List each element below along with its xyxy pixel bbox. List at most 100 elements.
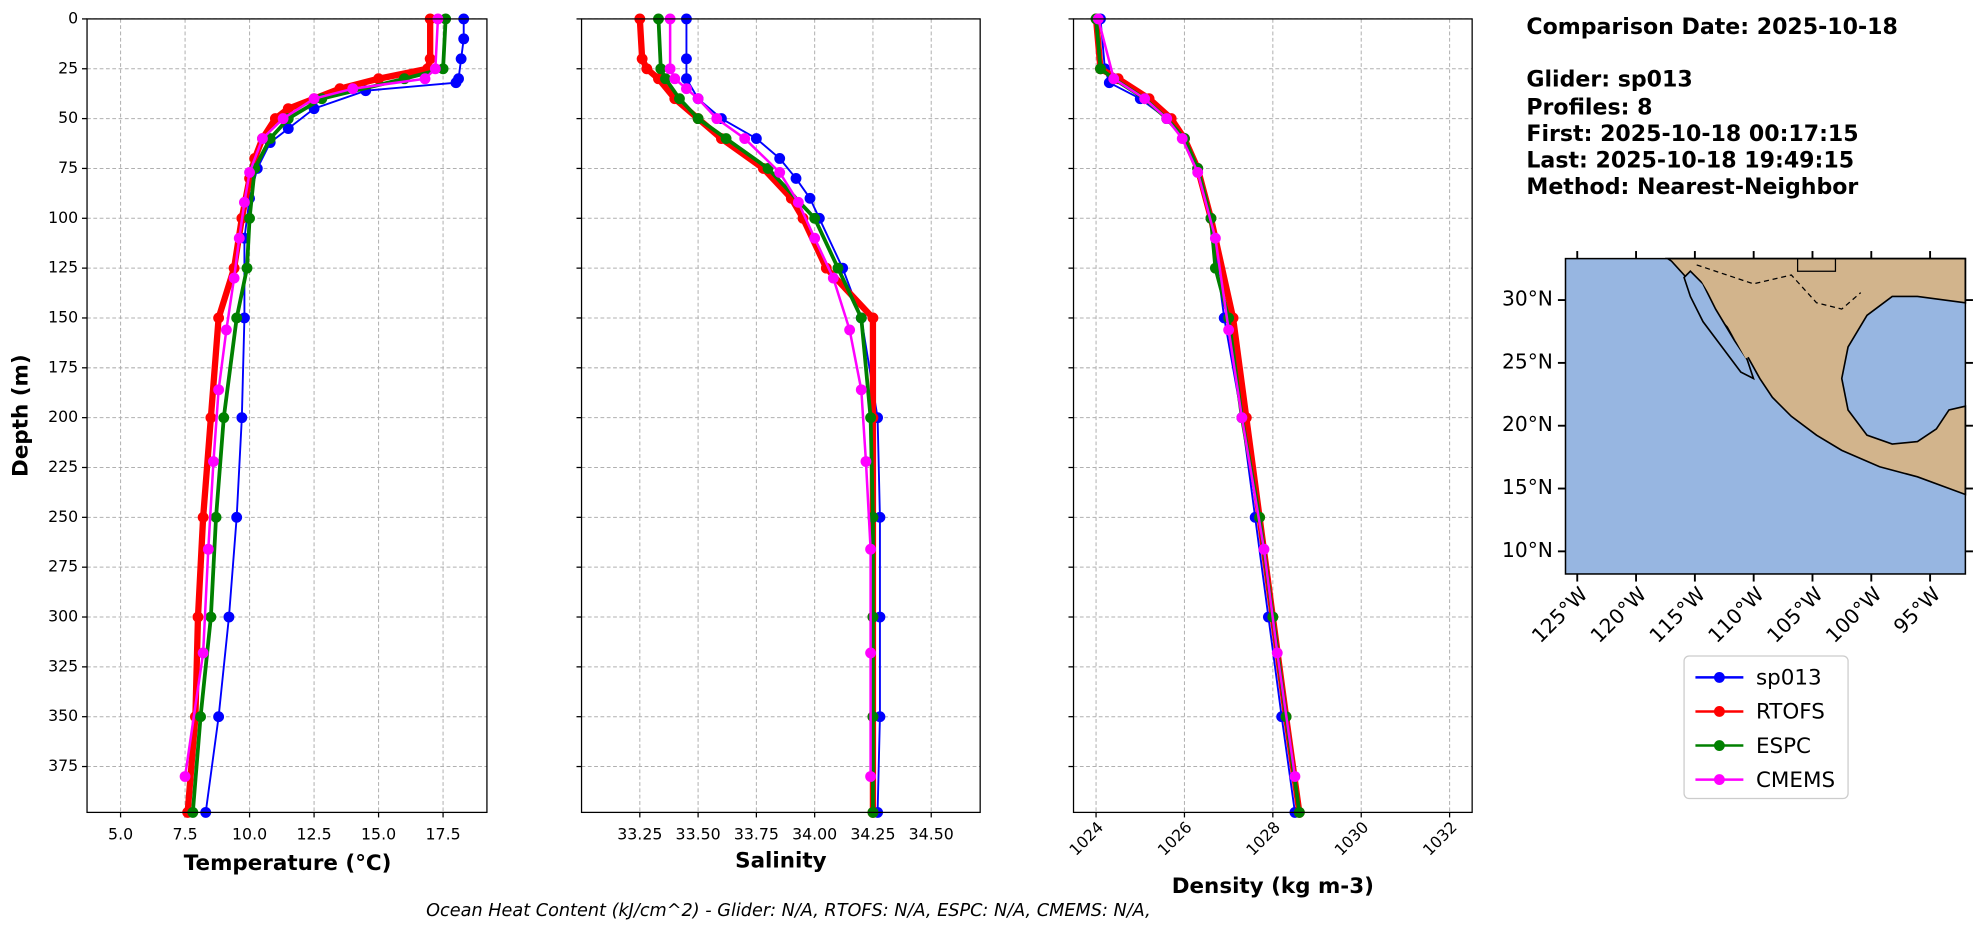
x-tick-label: 15.0 [361,825,396,844]
data-point [750,133,762,144]
data-point [1223,324,1235,336]
data-point [205,611,217,623]
legend-label: CMEMS [1756,768,1835,793]
map-baja [1691,265,1752,359]
map-gulf-california [1683,270,1755,381]
data-point [269,113,281,125]
axes-frame [86,18,488,814]
data-point [424,53,436,65]
data-point [681,53,692,65]
data-point [308,93,320,105]
map-lat-label: 10°N [1502,538,1553,562]
legend-label: ESPC [1756,734,1811,759]
data-point [244,212,256,224]
x-tick-label: 33.50 [676,825,721,844]
data-point [220,324,232,336]
data-point [1271,647,1283,659]
data-point [860,456,872,467]
map [1564,257,1967,575]
footer-text: Ocean Heat Content (kJ/cm^2) - Glider: N… [426,901,1151,921]
legend: sp013 RTOFS ESPC CMEMS [1683,655,1849,800]
data-point [792,196,804,208]
data-point [655,63,667,75]
info-line: Profiles: 8 [1526,95,1652,120]
data-point [692,93,704,105]
map-frame [1564,257,1967,575]
data-point [1095,63,1106,75]
data-point [681,73,692,85]
data-point [664,63,676,75]
info-line: Glider: sp013 [1526,68,1692,93]
x-tick-label: 34.50 [909,825,954,844]
map-lat-label: 15°N [1502,475,1553,499]
data-point [1258,543,1270,555]
data-point [1139,93,1151,105]
y-tick-label: 150 [48,307,78,326]
data-point [674,93,685,105]
data-point [429,63,441,75]
data-point [192,611,204,623]
data-point [865,771,877,782]
data-point [739,133,751,144]
data-point [231,312,243,324]
data-point [809,232,821,244]
x-tick-label: 12.5 [297,825,332,844]
data-point [681,83,692,95]
data-point [208,456,219,467]
data-point [844,324,856,336]
data-point [264,133,276,144]
map-border [1696,264,1862,310]
data-point [205,412,217,424]
data-point [277,113,289,125]
x-axis-label: Density (kg m-3) [1172,874,1374,899]
data-point [419,73,431,85]
data-point [213,384,225,396]
x-axis-label: Salinity [735,849,826,874]
legend-marker [1713,740,1725,751]
data-point [865,543,877,555]
data-point [867,711,879,723]
x-tick-label: 7.5 [173,825,198,844]
data-point [1192,167,1204,178]
data-point [790,172,802,184]
y-tick-label: 300 [48,607,78,626]
y-tick-label: 350 [48,706,78,725]
y-tick-label: 275 [48,557,78,576]
y-tick-label: 25 [58,58,78,77]
data-point [1161,113,1173,125]
axes-frame [1072,18,1473,814]
map-lat-label: 30°N [1502,287,1553,311]
info-line: Last: 2025-10-18 19:49:15 [1526,148,1854,173]
y-tick-label: 175 [48,357,78,376]
y-tick-label: 125 [48,258,78,277]
data-point [1176,133,1188,144]
data-point [641,63,653,75]
data-point [669,73,681,85]
data-point [1108,73,1120,85]
y-tick-label: 200 [48,407,78,426]
data-point [210,511,222,523]
legend-box [1683,655,1849,800]
data-point [223,611,235,623]
data-point [347,83,359,95]
x-axis-label: Temperature (°C) [184,851,392,876]
data-point [720,133,732,144]
y-tick-label: 100 [48,208,78,227]
y-tick-label: 325 [48,656,78,675]
data-point [867,611,879,623]
y-tick-label: 250 [48,507,78,526]
data-point [774,167,786,178]
data-point [1289,771,1301,782]
x-tick-label: 34.00 [792,825,837,844]
legend-marker [1713,671,1725,683]
data-point [809,212,821,224]
data-point [1209,232,1221,244]
legend-label: RTOFS [1756,700,1825,725]
data-point [195,711,206,723]
y-tick-label: 75 [58,158,78,177]
data-point [636,53,648,65]
data-point [197,511,209,523]
data-point [458,33,470,45]
data-point [867,312,879,324]
